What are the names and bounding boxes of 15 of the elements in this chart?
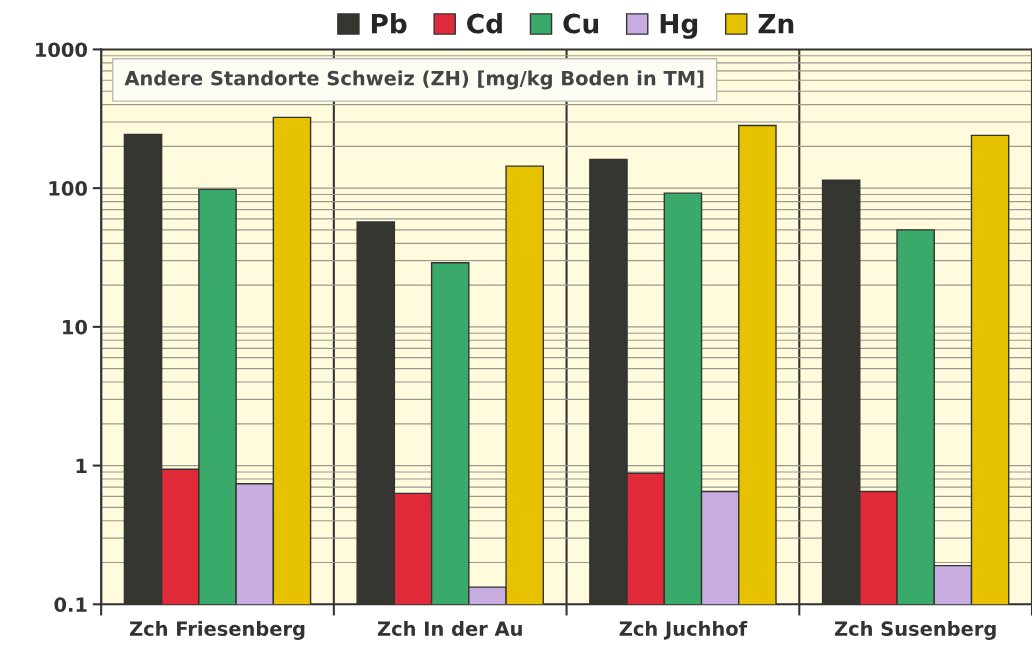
y-tick-label: 1000 [36,42,88,58]
y-tick-label: 100 [49,181,88,196]
x-tick-label: Zch Susenberg [834,620,996,640]
y-tick-label: 10 [63,319,88,335]
legend-label: Pb [371,13,407,34]
legend-label: Zn [758,13,794,34]
y-tick-label: 0.1 [54,597,87,612]
y-tick-label: 1 [76,458,87,473]
x-tick-label: Zch In der Au [377,620,522,637]
legend-label: Hg [660,13,698,39]
x-tick-label: Zch Juchhof [619,620,748,640]
legend-label: Cu [563,13,599,34]
legend-label: Cd [467,13,502,34]
text: Andere Standorte Schweiz (ZH) [mg/kg Boden in TM] [124,70,704,90]
x-tick-label: Zch Friesenberg [129,620,305,640]
